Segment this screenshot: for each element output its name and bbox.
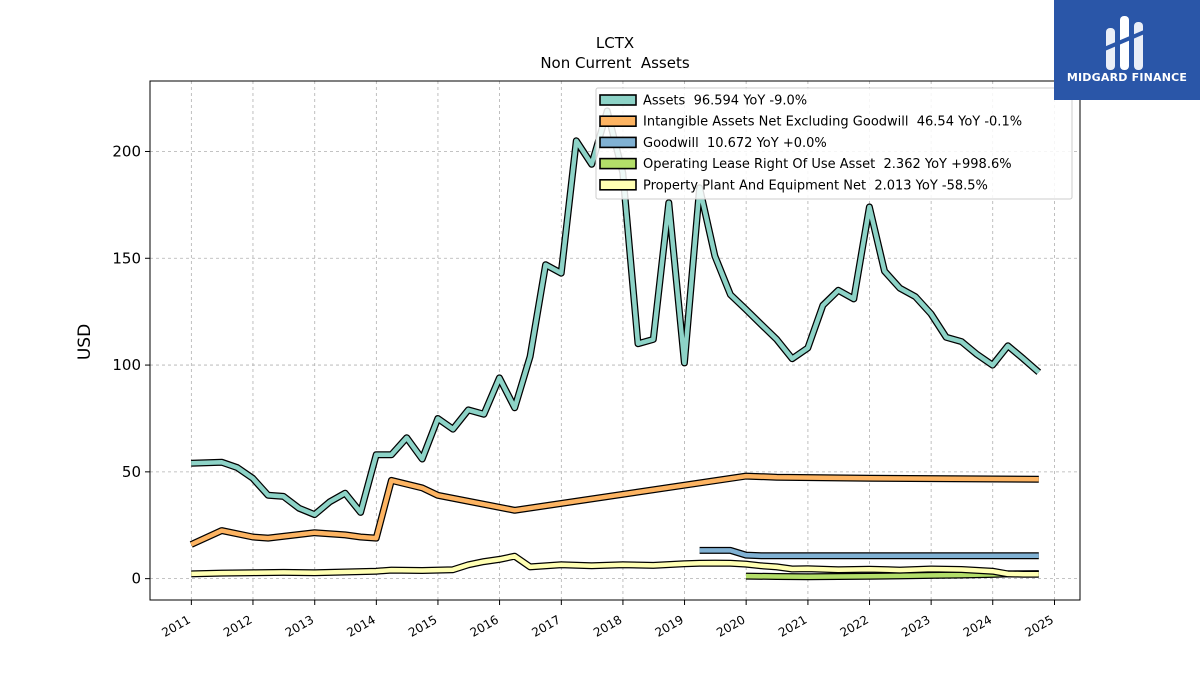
x-tick-label: 2024 (961, 612, 994, 639)
series-line (699, 548, 1039, 559)
y-tick-label: 0 (131, 570, 141, 588)
x-tick-label: 2020 (714, 612, 747, 639)
legend-swatch (599, 115, 637, 127)
series-2 (699, 546, 1039, 560)
x-tick-label: 2022 (838, 612, 871, 639)
x-tick-label: 2013 (283, 612, 316, 639)
series-line (191, 553, 1039, 577)
legend-label: Intangible Assets Net Excluding Goodwill… (643, 115, 1022, 130)
y-tick-label: 50 (122, 463, 141, 481)
x-tick-label: 2025 (1023, 612, 1056, 639)
x-tick-label: 2019 (653, 612, 686, 639)
legend-box (595, 87, 1073, 200)
legend: Assets 96.594 YoY -9.0% Intangible Assets… (595, 87, 1073, 200)
y-tick-label: 150 (112, 249, 141, 267)
series-4 (191, 552, 1039, 578)
chart-title: LCTX (596, 34, 634, 52)
y-tick-label: 100 (112, 356, 141, 374)
series-lines (189, 107, 1042, 581)
y-tick-label: 200 (112, 142, 141, 160)
legend-label: Operating Lease Right Of Use Asset 2.362… (643, 157, 1012, 172)
x-tick-label: 2021 (776, 612, 809, 639)
legend-label: Assets 96.594 YoY -9.0% (643, 94, 807, 109)
legend-swatch (599, 179, 637, 191)
x-tick-label: 2015 (406, 612, 439, 639)
legend-label: Property Plant And Equipment Net 2.013 Y… (643, 178, 988, 193)
x-tick-label: 2017 (529, 612, 562, 639)
x-tick-label: 2012 (221, 612, 254, 639)
series-line (190, 473, 1039, 547)
x-tick-label: 2016 (468, 612, 501, 639)
legend-swatch (599, 136, 637, 149)
brand-name: MIDGARD FINANCE (1066, 71, 1188, 84)
legend-swatch (599, 94, 637, 106)
series-1 (189, 472, 1039, 548)
brand-logo: MIDGARD FINANCE (1054, 0, 1200, 100)
chart-subtitle: Non Current Assets (540, 54, 690, 72)
x-tick-label: 2023 (899, 612, 932, 639)
brand-mark-icon (1101, 16, 1150, 70)
y-axis-label: USD (75, 324, 95, 360)
x-tick-label: 2014 (344, 612, 377, 639)
x-tick-label: 2011 (159, 612, 192, 639)
legend-swatch (599, 157, 637, 170)
plot-frame (149, 80, 1081, 601)
legend-label: Goodwill 10.672 YoY +0.0% (643, 136, 827, 151)
x-tick-label: 2018 (591, 612, 624, 639)
